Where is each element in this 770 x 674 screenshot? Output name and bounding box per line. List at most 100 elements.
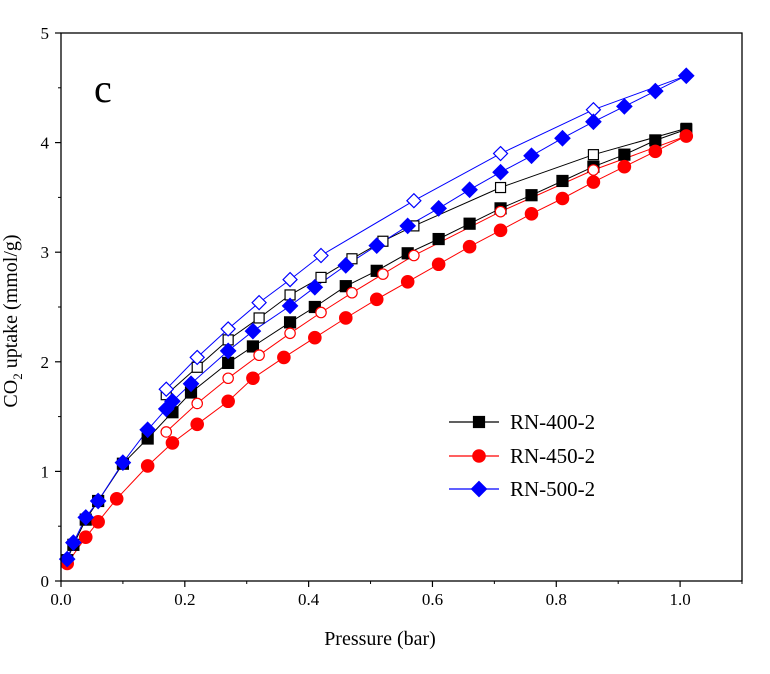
x-tick-label: 0.8	[546, 590, 567, 609]
series-1-adsorption-point	[617, 159, 632, 174]
series-1-adsorption-point	[190, 417, 204, 432]
legend-label: RN-500-2	[510, 477, 595, 501]
series-2-adsorption-point	[368, 237, 386, 254]
series-1-adsorption-point	[462, 239, 477, 254]
y-axis-title-rest: uptake (mmol/g)	[0, 234, 22, 373]
y-axis-ticks: 0 1 2 3 4 5	[41, 24, 61, 591]
series-1-adsorption-point	[277, 350, 291, 365]
series-1-adsorption-point	[555, 191, 570, 206]
series-2-adsorption-point	[616, 98, 633, 115]
x-tick-label: 1.0	[669, 590, 690, 609]
series-1-desorption-point	[160, 426, 173, 438]
panel-label: c	[94, 66, 112, 111]
series-1-desorption-point	[222, 372, 234, 385]
series-2-desorption-point	[406, 192, 422, 209]
series-1-adsorption-point	[679, 129, 694, 143]
series-2-adsorption-point	[219, 342, 237, 360]
legend: RN-400-2 RN-450-2 RN-500-2	[449, 410, 595, 501]
series-0-adsorption-point	[618, 148, 631, 161]
series-1-desorption-point	[587, 164, 600, 176]
series-2-adsorption-point	[281, 297, 299, 315]
series-1-adsorption-point	[78, 530, 93, 544]
series-0-desorption-point	[253, 312, 265, 324]
series-0-adsorption-point	[246, 340, 260, 353]
legend-label: RN-400-2	[510, 410, 595, 434]
series-0-adsorption-point	[556, 174, 569, 188]
series-2-adsorption-point	[182, 375, 200, 393]
series-0-desorption-line	[165, 127, 687, 396]
series-2-adsorption-point	[337, 257, 355, 274]
series-2-adsorption-point	[585, 113, 602, 131]
x-tick-label: 0.0	[50, 590, 71, 609]
series-1-desorption-point	[494, 205, 507, 218]
series-2-desorption-line	[165, 75, 687, 390]
series-2-adsorption-point	[523, 147, 540, 165]
y-tick-label: 5	[41, 24, 50, 43]
series-1-adsorption-point	[648, 144, 663, 159]
series-1-desorption-point	[315, 306, 327, 319]
y-axis-title-subscript: 2	[10, 373, 25, 380]
series-2-adsorption-point	[399, 217, 417, 235]
series-1-desorption-point	[408, 249, 420, 262]
series-1-adsorption-point	[338, 311, 353, 325]
series-0-adsorption-point	[432, 232, 445, 246]
series-1-adsorption-point	[91, 515, 105, 529]
legend-label: RN-450-2	[510, 444, 595, 468]
series-2-adsorption-point	[77, 509, 95, 526]
series-0-adsorption-point	[283, 316, 297, 329]
series-1-adsorption-point	[109, 491, 124, 506]
y-axis-title: CO2 uptake (mmol/g)	[0, 234, 25, 407]
legend-marker	[472, 415, 486, 429]
series-2-desorption-point	[313, 247, 329, 264]
series-0-adsorption-point	[463, 217, 476, 230]
series-2-desorption-point	[220, 321, 237, 337]
series-1-adsorption-point	[246, 371, 260, 386]
series-1-desorption-point	[284, 327, 296, 340]
series-0-adsorption-point	[525, 189, 538, 202]
x-axis-ticks: 0.0 0.2 0.4 0.6 0.8 1.0	[50, 581, 743, 609]
series-1-adsorption-point	[308, 330, 322, 345]
series-2-adsorption-point	[677, 67, 695, 85]
series-2-adsorption-point	[646, 82, 664, 100]
series-1-desorption-point	[253, 349, 265, 362]
series-markers	[58, 67, 695, 571]
y-axis-title-co: CO	[0, 380, 22, 408]
series-2-adsorption-point	[461, 181, 478, 199]
x-tick-label: 0.2	[174, 590, 195, 609]
plot-frame	[60, 32, 743, 582]
x-axis-title: Pressure (bar)	[324, 628, 436, 650]
series-2-desorption-point	[492, 145, 509, 162]
series-1-desorption-point	[191, 397, 203, 410]
series-1-adsorption-point	[140, 459, 155, 473]
legend-marker	[472, 449, 486, 463]
x-tick-label: 0.6	[422, 590, 443, 609]
series-0-adsorption-point	[649, 134, 662, 147]
series-2-desorption-point	[282, 271, 298, 288]
series-1-adsorption-point	[369, 292, 384, 307]
series-1-adsorption-point	[586, 175, 601, 189]
series-1-desorption-point	[346, 286, 358, 299]
series-2-adsorption-point	[65, 534, 82, 551]
series-2-adsorption-point	[139, 421, 157, 439]
series-2-desorption-point	[189, 349, 206, 366]
y-tick-label: 2	[41, 353, 50, 372]
series-2-adsorption-point	[492, 163, 509, 181]
series-2-adsorption-point	[554, 129, 571, 147]
y-tick-label: 3	[41, 243, 50, 262]
series-1-desorption-line	[165, 135, 687, 433]
series-0-desorption-point	[315, 271, 327, 284]
series-2-adsorption-point	[244, 322, 262, 340]
series-2-adsorption-point	[58, 550, 76, 568]
y-tick-label: 4	[41, 134, 50, 153]
series-1-adsorption-point	[221, 394, 235, 409]
y-tick-label: 0	[41, 572, 50, 591]
series-2-adsorption-point	[89, 492, 107, 510]
x-tick-label: 0.4	[298, 590, 320, 609]
series-2-adsorption-point	[306, 278, 324, 296]
series-2-adsorption-point	[430, 200, 447, 217]
series-1-adsorption-point	[400, 274, 415, 289]
series-1-adsorption-point	[165, 436, 180, 450]
series-0-adsorption-point	[339, 280, 352, 293]
legend-marker	[470, 480, 488, 498]
